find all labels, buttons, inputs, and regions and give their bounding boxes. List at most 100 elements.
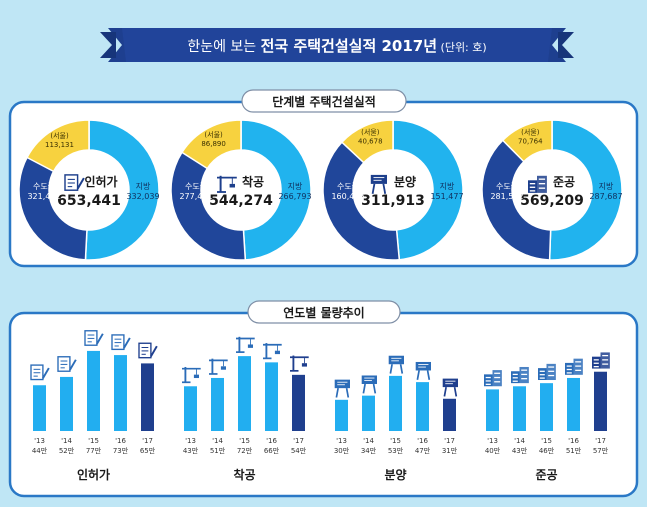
bar-group-title: 착공 bbox=[233, 467, 255, 482]
crane-icon bbox=[236, 336, 255, 353]
building-icon bbox=[528, 175, 547, 193]
bar-value-label: 73만 bbox=[113, 446, 129, 455]
donut-total: 544,274 bbox=[209, 193, 273, 209]
document-pencil-icon bbox=[84, 330, 104, 346]
provinces-name: 지방 bbox=[599, 181, 614, 191]
provinces-slice bbox=[240, 119, 312, 261]
provinces-value: 151,477 bbox=[430, 192, 463, 201]
year-label: '14 bbox=[212, 437, 223, 445]
year-label: '15 bbox=[239, 437, 250, 445]
metro-value: 277,481 bbox=[179, 192, 212, 201]
metro-name: 수도권 bbox=[33, 181, 55, 191]
header-ribbon: 한눈에 보는 전국 주택건설실적 2017년 (단위: 호) bbox=[100, 28, 574, 62]
bar bbox=[335, 399, 348, 431]
document-pencil-icon bbox=[64, 174, 85, 191]
year-label: '14 bbox=[61, 437, 72, 445]
bar-value-label: 72만 bbox=[237, 446, 253, 455]
sale-board-icon bbox=[361, 375, 377, 394]
bar bbox=[540, 383, 553, 431]
bar bbox=[87, 350, 100, 431]
year-label: '14 bbox=[514, 437, 525, 445]
seoul-name: (서울) bbox=[50, 131, 69, 140]
donut-hole bbox=[354, 151, 432, 229]
stage-section-title: 단계별 주택건설실적 bbox=[272, 94, 376, 109]
building-icon bbox=[484, 370, 502, 387]
provinces-slice bbox=[392, 119, 464, 261]
bar-value-label: 30만 bbox=[334, 446, 350, 455]
document-pencil-icon bbox=[30, 364, 50, 381]
donut-title: 준공 bbox=[553, 175, 575, 189]
bar-value-label: 43만 bbox=[183, 446, 199, 455]
donut-total: 653,441 bbox=[57, 193, 121, 209]
metro-value: 160,436 bbox=[331, 192, 364, 201]
seoul-slice bbox=[501, 119, 553, 163]
year-label: '16 bbox=[115, 437, 126, 445]
seoul-value: 113,131 bbox=[45, 141, 74, 149]
building-icon bbox=[538, 363, 556, 381]
sale-board-icon bbox=[415, 361, 431, 380]
sale-board-icon bbox=[370, 174, 387, 194]
yearly-section-label-box bbox=[247, 300, 401, 324]
year-label: '17 bbox=[444, 437, 455, 445]
bar-value-label: 34만 bbox=[361, 446, 377, 455]
bar-value-label: 52만 bbox=[59, 446, 75, 455]
bar bbox=[114, 355, 127, 431]
sale-board-icon bbox=[442, 378, 458, 397]
donut-title: 인허가 bbox=[84, 174, 117, 189]
bar bbox=[486, 389, 499, 431]
provinces-name: 지방 bbox=[440, 181, 455, 191]
year-label: '17 bbox=[293, 437, 304, 445]
bar-group-title: 인허가 bbox=[77, 467, 110, 482]
seoul-slice bbox=[340, 119, 394, 164]
bar bbox=[184, 386, 197, 431]
year-label: '13 bbox=[336, 437, 347, 445]
year-label: '16 bbox=[417, 437, 428, 445]
year-label: '14 bbox=[363, 437, 374, 445]
bar bbox=[389, 375, 402, 431]
bar-value-label: 51만 bbox=[566, 446, 582, 455]
donut-hole bbox=[50, 151, 128, 229]
document-pencil-icon bbox=[111, 334, 131, 351]
provinces-slice bbox=[548, 119, 623, 261]
year-label: '16 bbox=[266, 437, 277, 445]
year-label: '13 bbox=[185, 437, 196, 445]
provinces-name: 지방 bbox=[136, 181, 151, 191]
bar-value-label: 57만 bbox=[593, 446, 609, 455]
seoul-slice bbox=[180, 119, 242, 170]
bar bbox=[594, 371, 607, 431]
document-pencil-icon bbox=[57, 356, 77, 372]
donut-total: 569,209 bbox=[520, 193, 584, 209]
year-label: '15 bbox=[390, 437, 401, 445]
donut-title: 착공 bbox=[242, 174, 264, 189]
crane-icon bbox=[290, 355, 309, 372]
year-label: '13 bbox=[487, 437, 498, 445]
year-label: '13 bbox=[34, 437, 45, 445]
stage-donut-charts: 인허가653,441수도권321,402지방332,039(서울)113,131… bbox=[18, 119, 623, 261]
bar bbox=[416, 382, 429, 431]
donut-hole bbox=[513, 151, 591, 229]
bar bbox=[362, 395, 375, 431]
year-label: '17 bbox=[595, 437, 606, 445]
building-icon bbox=[565, 358, 583, 375]
crane-icon bbox=[263, 343, 282, 360]
bar bbox=[33, 385, 46, 431]
seoul-value: 70,764 bbox=[518, 137, 543, 145]
bar-group-title: 분양 bbox=[384, 467, 406, 482]
bar bbox=[211, 377, 224, 431]
provinces-value: 266,793 bbox=[278, 192, 311, 201]
bar-value-label: 66만 bbox=[264, 446, 280, 455]
provinces-slice bbox=[84, 119, 160, 261]
bar-value-label: 54만 bbox=[291, 446, 307, 455]
bar-value-label: 53만 bbox=[388, 446, 404, 455]
bar bbox=[513, 386, 526, 431]
bar-value-label: 51만 bbox=[210, 446, 226, 455]
donut-hole bbox=[202, 151, 280, 229]
